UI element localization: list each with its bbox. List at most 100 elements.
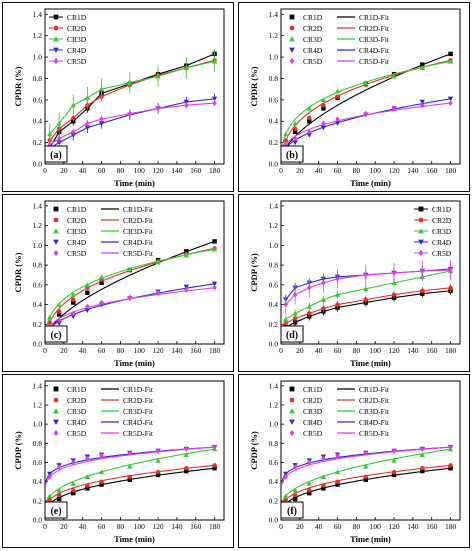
data-point [306,303,312,309]
legend-fit-label: CR5D-Fit [359,57,390,66]
data-point [183,252,189,258]
data-point [306,105,312,111]
legend-fit-label: CR2D-Fit [123,216,154,225]
data-point [84,282,91,288]
data-point [184,468,189,474]
series-cr1d [45,466,217,510]
data-point [320,125,327,131]
data-point [155,457,161,463]
y-tick-label: 1.0 [33,53,43,62]
y-tick-label: 0.0 [269,160,279,169]
legend-marker [418,206,424,212]
y-tick-label: 1.0 [33,241,43,250]
x-tick-label: 80 [117,166,125,175]
data-point [321,120,326,127]
legend-label: CR1D [67,205,87,214]
data-point [335,482,340,487]
data-point [183,65,189,70]
data-point [155,289,161,296]
x-axis-label: Time (min) [350,358,391,368]
legend-marker [289,386,295,392]
x-tick-label: 140 [171,522,183,531]
legend-label: CR2D [303,24,323,33]
plot-frame [280,380,461,521]
data-point [307,129,312,135]
legend-marker [53,429,59,437]
data-point [183,452,189,458]
chart-svg: 0 20 40 60 80 100 120 140 160 180 0.0 0.2 0.4 0.6 0.8 1… [13,380,225,544]
legend-fit-label: CR4D-Fit [123,238,154,247]
data-point [47,131,53,137]
y-tick-label: 1.2 [269,31,279,40]
x-tick-label: 120 [388,166,400,175]
legend-label: CR4D [67,418,87,427]
chart-svg: 0 20 40 60 80 100 120 140 160 180 0.0 0.2 0.4 0.6 0.8 1… [13,200,225,368]
data-point [155,469,161,475]
legend-label: CR2D [67,24,87,33]
data-point [155,105,161,112]
data-point [283,131,289,137]
data-point [56,120,62,126]
x-tick-label: 140 [407,166,419,175]
legend-marker [53,239,59,245]
x-tick-label: 20 [60,166,68,175]
data-point [85,486,90,491]
legend-marker [53,47,59,53]
data-point [391,472,397,478]
data-point [99,280,104,286]
x-tick-label: 100 [134,522,146,531]
legend-marker [289,419,295,425]
y-tick-label: 0.8 [269,74,279,83]
x-tick-label: 80 [117,522,125,531]
y-tick-label: 0.6 [33,95,43,104]
legend-marker [53,217,59,223]
panel-e: 0 20 40 60 80 100 120 140 160 180 0.0 0.2 0.4 0.6 0.8 1… [2,374,234,548]
data-point [70,480,76,486]
series-cr2d [283,283,453,328]
data-point [321,103,326,108]
legend-label: CR4D [67,238,87,247]
data-point [71,297,76,302]
data-point [212,284,217,291]
x-tick-label: 100 [134,346,146,355]
legend-fit-label: CR1D-Fit [359,13,390,22]
data-point [71,115,76,121]
x-tick-label: 80 [353,522,361,531]
x-tick-label: 120 [152,522,164,531]
x-tick-label: 0 [279,166,283,175]
legend-fit-label: CR2D-Fit [359,396,390,405]
legend-label: CR3D [303,407,323,416]
data-point [84,474,91,480]
x-axis-label: Time (min) [114,178,155,188]
data-point [363,272,368,278]
y-tick-label: 0.6 [269,95,279,104]
data-point [99,482,104,487]
panel-label: (d) [286,330,298,341]
legend: CR1D CR1D-Fit CR2D CR2D-Fit CR3D CR3D-Fit CR4D… [289,385,390,438]
legend-label: CR3D [432,227,452,236]
data-point [320,296,327,302]
y-tick-label: 0.4 [269,117,279,126]
legend-marker [289,397,295,403]
data-point [71,129,76,135]
data-point [71,490,76,496]
x-tick-label: 160 [190,522,202,531]
data-point [56,135,62,142]
data-point [184,446,189,452]
data-point [307,284,312,291]
plot-frame [44,200,225,345]
y-tick-label: 1.0 [269,53,279,62]
data-point [84,95,91,100]
y-tick-label: 0.2 [33,320,43,329]
data-point [127,477,132,482]
data-point [47,474,52,480]
legend-marker [289,47,295,53]
data-point [391,105,397,112]
x-tick-label: 120 [152,166,164,175]
chart-svg: 0 20 40 60 80 100 120 140 160 180 0.0 0.2 0.4 0.6 0.8 1… [249,200,461,368]
data-point [283,301,288,308]
chart-svg: 0 20 40 60 80 100 120 140 160 180 0.0 0.2 0.4 0.6 0.8 1… [249,8,461,188]
x-tick-label: 120 [152,346,164,355]
data-point [419,99,425,105]
panel-f: 0 20 40 60 80 100 120 140 160 180 0.0 0.2 0.4 0.6 0.8 1… [238,374,470,548]
